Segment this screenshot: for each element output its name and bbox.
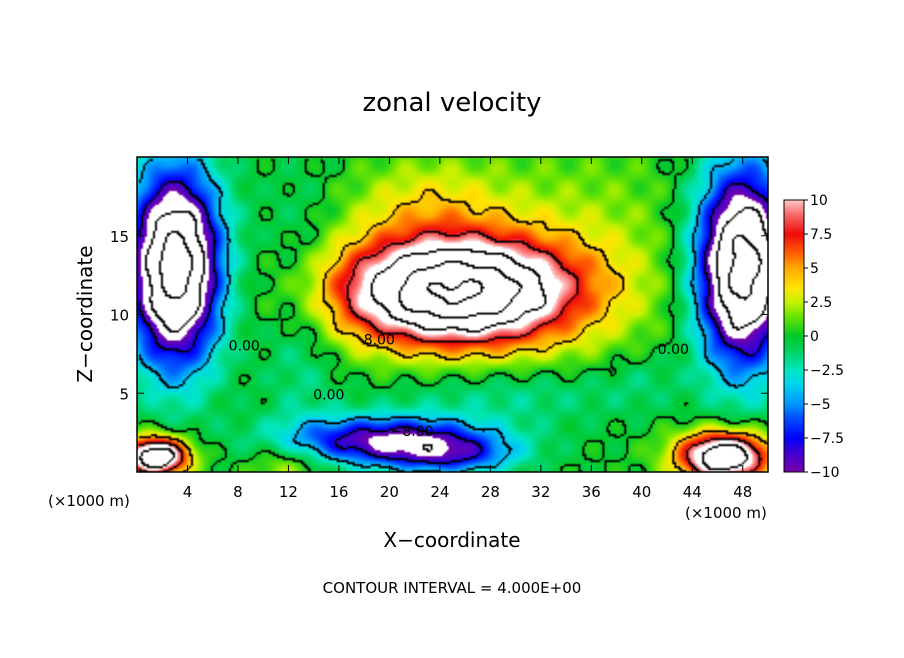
x-tick-label: 28 (481, 483, 500, 501)
contour-labels: 0.00 8.00 0.00 −8.00 0.00 (229, 332, 689, 439)
x-tick-label: 36 (582, 483, 601, 501)
x-tick-label: 44 (683, 483, 702, 501)
x-tick-label: 12 (279, 483, 298, 501)
x-tick-label: 24 (430, 483, 449, 501)
colorbar-tick-label: 0 (810, 329, 819, 345)
y-axis-label: Z−coordinate (73, 245, 97, 382)
contour-label: −8.00 (391, 424, 434, 440)
colorbar-tick-label: 10 (810, 193, 828, 209)
y-tick-label: 15 (110, 228, 129, 246)
colorbar-tick-label: −7.5 (810, 431, 844, 447)
y-tick-label: 5 (119, 385, 129, 403)
contour-label: 0.00 (658, 342, 689, 358)
x-axis-ticks: 4 8 12 16 20 24 28 32 36 40 44 48 (183, 157, 752, 501)
colorbar-gradient (784, 200, 804, 472)
contour-interval-note: CONTOUR INTERVAL = 4.000E+00 (323, 579, 582, 597)
colorbar-tick-label: 2.5 (810, 295, 832, 311)
chart-title: zonal velocity (362, 88, 541, 118)
velocity-field (137, 157, 768, 472)
colorbar-tick-label: −2.5 (810, 363, 844, 379)
x-tick-label: 4 (183, 483, 193, 501)
y-tick-label: 10 (110, 307, 129, 325)
x-axis-label: X−coordinate (383, 528, 520, 552)
z-unit-label: (×1000 m) (48, 492, 130, 510)
x-tick-label: 20 (380, 483, 399, 501)
x-tick-label: 8 (233, 483, 243, 501)
colorbar-tick-label: 7.5 (810, 227, 832, 243)
x-unit-label: (×1000 m) (685, 504, 767, 522)
colorbar-tick-label: −10 (810, 465, 840, 481)
colorbar: 10 7.5 5 2.5 0 −2.5 −5 −7.5 −10 (783, 193, 844, 481)
contour-label: 8.00 (364, 332, 395, 348)
x-tick-label: 40 (632, 483, 651, 501)
y-axis-ticks: 5 10 15 (110, 228, 768, 403)
contour-label: 0.00 (313, 388, 344, 404)
colorbar-ticks: 10 7.5 5 2.5 0 −2.5 −5 −7.5 −10 (804, 193, 844, 481)
colorbar-tick-label: −5 (810, 397, 831, 413)
plot-area: 0.00 8.000.00−8.000.00 4 8 12 16 20 24 28 32 36 40… (110, 156, 769, 501)
x-tick-label: 48 (733, 483, 752, 501)
colorbar-tick-label: 5 (810, 261, 819, 277)
x-tick-label: 16 (329, 483, 348, 501)
contour-label: 0.00 (229, 339, 260, 355)
x-tick-label: 32 (531, 483, 550, 501)
